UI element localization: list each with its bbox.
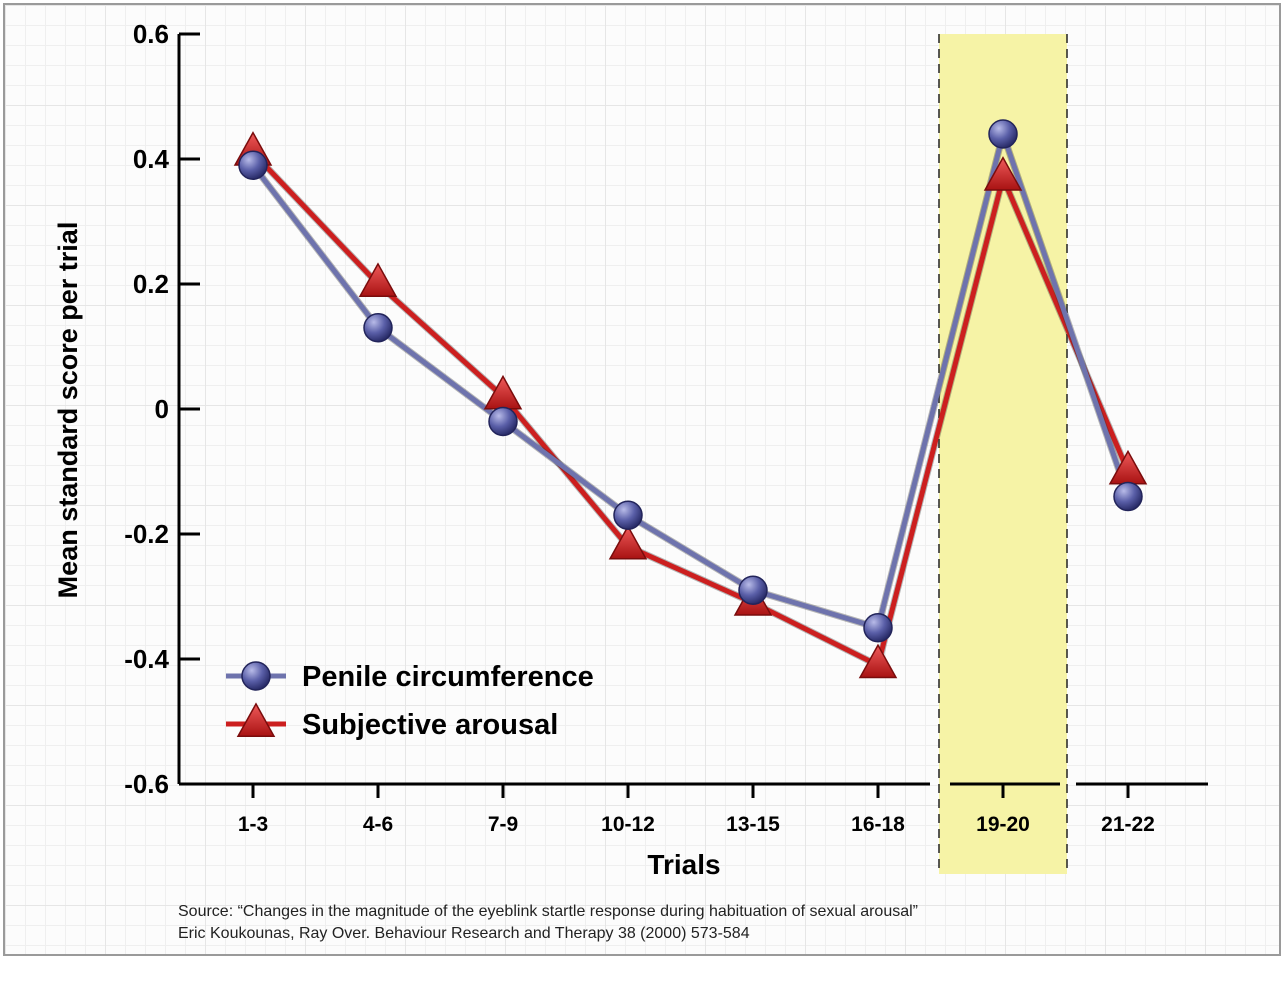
circle-point [738, 575, 768, 605]
y-tick-label: -0.6 [124, 769, 169, 799]
source-line-1: Source: “Changes in the magnitude of the… [178, 903, 919, 920]
x-tick-label: 13-15 [726, 813, 780, 836]
source-citation: Source: “Changes in the magnitude of the… [178, 901, 918, 945]
y-tick-label: 0.2 [133, 269, 169, 299]
x-axis-title: Trials [647, 849, 720, 880]
source-line-2: Eric Koukounas, Ray Over. Behaviour Rese… [178, 925, 750, 942]
circle-point [863, 613, 893, 643]
legend-label: Subjective arousal [302, 709, 558, 741]
circle-point [988, 119, 1018, 149]
legend-label: Penile circumference [302, 661, 594, 693]
triangle-point [608, 524, 648, 560]
circle-point [363, 313, 393, 343]
legend-circle-marker [241, 661, 271, 691]
y-tick-label: -0.2 [124, 519, 169, 549]
x-tick-label: 21-22 [1101, 813, 1155, 836]
series-line-subjective-arousal [251, 151, 1131, 668]
circle-point [1113, 481, 1143, 512]
triangle-point [858, 643, 898, 679]
x-tick-label: 19-20 [976, 813, 1030, 836]
x-tick-label: 7-9 [488, 813, 518, 836]
y-tick-label: 0.6 [133, 19, 169, 49]
circle-point [238, 150, 268, 180]
triangle-point [358, 262, 398, 298]
x-tick-label: 4-6 [363, 813, 393, 836]
triangle-point [983, 156, 1023, 191]
circle-point [613, 500, 643, 530]
y-tick-label: 0.4 [133, 144, 170, 174]
y-axis-title: Mean standard score per trial [53, 222, 83, 599]
x-tick-label: 10-12 [601, 813, 655, 836]
y-tick-label: -0.4 [124, 644, 169, 674]
legend-triangle-marker [236, 702, 276, 738]
series-line-penile-circumference [251, 131, 1131, 631]
x-tick-label: 16-18 [851, 813, 905, 836]
circle-point [488, 406, 518, 437]
y-tick-label: 0 [155, 394, 169, 424]
x-tick-label: 1-3 [238, 813, 268, 836]
